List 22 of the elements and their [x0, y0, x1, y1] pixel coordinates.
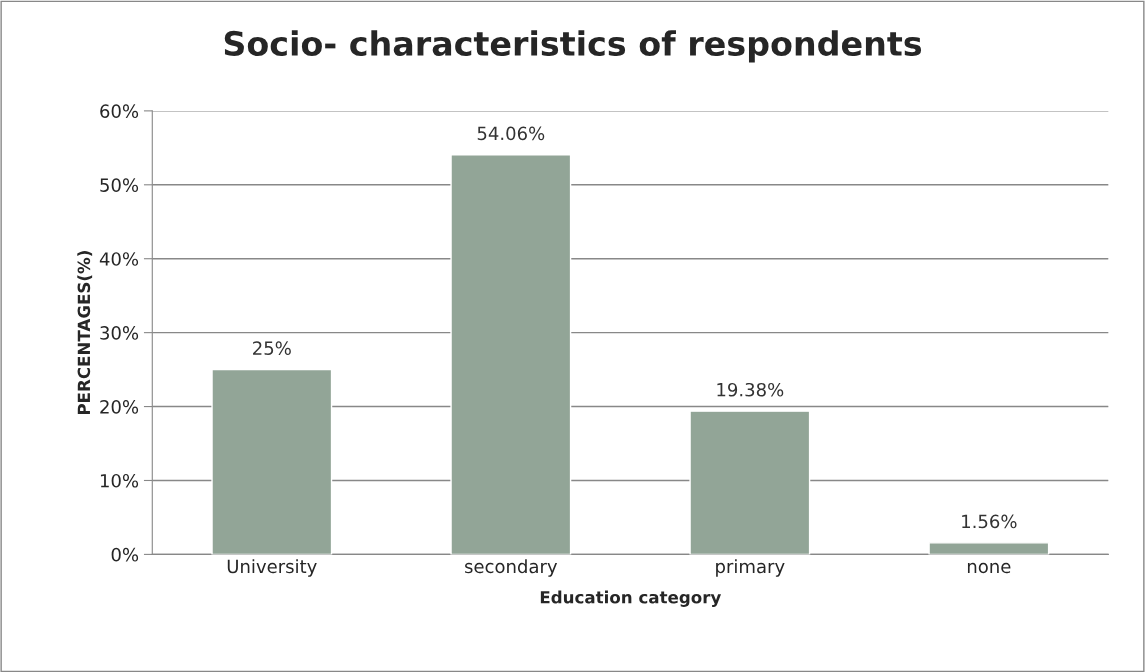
x-tick-label: University [227, 559, 317, 577]
x-tick-label: primary [716, 559, 785, 577]
chart-title: Socio- characteristics of respondents [224, 30, 922, 63]
data-label: 25% [253, 341, 291, 355]
bar [211, 368, 333, 555]
data-label: 19.38% [717, 382, 784, 397]
y-tick-label: 40% [99, 252, 139, 266]
data-label: 54.06% [477, 126, 545, 141]
data-label: 1.56% [962, 514, 1017, 529]
x-axis-title: Education category [540, 590, 721, 607]
y-tick-label: 60% [100, 104, 139, 118]
x-tick-label: none [967, 562, 1011, 574]
x-tick-label: secondary [465, 559, 558, 577]
y-axis-title: PERCENTAGES(%) [77, 251, 93, 415]
bar [450, 154, 572, 555]
y-tick-label: 10% [100, 473, 139, 488]
bar [928, 542, 1050, 555]
y-tick-label: 30% [100, 326, 139, 340]
y-tick-label: 50% [100, 178, 139, 192]
bar [689, 410, 811, 555]
y-tick-label: 20% [100, 400, 139, 414]
y-tick-label: 0% [111, 547, 139, 562]
